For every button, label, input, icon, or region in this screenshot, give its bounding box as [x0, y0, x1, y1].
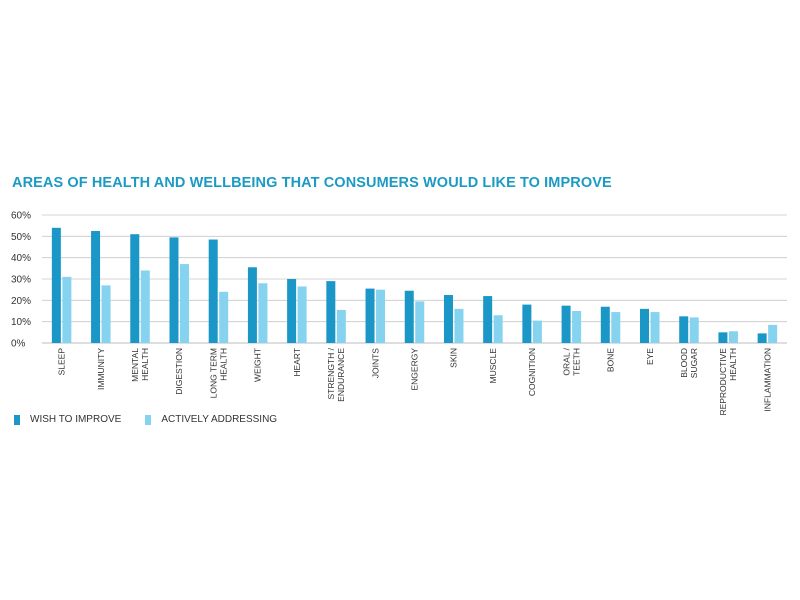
legend-item-wish: WISH TO IMPROVE: [14, 414, 121, 425]
x-category-label: REPRODUCTIVE: [718, 348, 728, 416]
bar-actively-addressing: [101, 285, 111, 343]
bar-wish-to-improve: [522, 304, 532, 343]
bar-wish-to-improve: [718, 332, 728, 343]
y-tick-label: 60%: [11, 211, 31, 222]
x-category-label: BLOOD: [679, 348, 689, 378]
bar-actively-addressing: [728, 331, 738, 343]
x-category-label: HEART: [292, 348, 302, 377]
x-category-label: WEIGHT: [253, 348, 263, 382]
x-category-label: INFLAMMATION: [762, 348, 772, 412]
bar-actively-addressing: [376, 289, 386, 343]
x-category-label: MUSCLE: [488, 348, 498, 384]
bar-actively-addressing: [454, 308, 464, 343]
bar-wish-to-improve: [600, 306, 610, 343]
x-category-label: IMMUNITY: [96, 348, 106, 390]
x-category-label: SKIN: [449, 348, 459, 368]
y-tick-label: 40%: [11, 253, 31, 264]
bar-actively-addressing: [219, 291, 229, 343]
bar-actively-addressing: [179, 264, 189, 343]
bar-wish-to-improve: [679, 316, 689, 343]
bar-actively-addressing: [258, 283, 268, 343]
x-category-label: SUGAR: [689, 348, 699, 378]
legend-swatch-active: [145, 414, 152, 425]
x-category-label: ENGERGY: [410, 348, 420, 391]
x-category-label: SLEEP: [57, 348, 67, 376]
bar-wish-to-improve: [169, 237, 179, 343]
chart-title: AREAS OF HEALTH AND WELLBEING THAT CONSU…: [12, 175, 612, 191]
bar-actively-addressing: [297, 286, 307, 343]
bar-wish-to-improve: [640, 308, 650, 343]
y-tick-label: 10%: [11, 317, 31, 328]
x-category-label: TEETH: [571, 348, 581, 376]
x-category-label: ENDURANCE: [336, 348, 346, 402]
legend-label-active: ACTIVELY ADDRESSING: [161, 414, 278, 425]
bar-actively-addressing: [336, 309, 346, 343]
x-category-label: DIGESTION: [174, 348, 184, 395]
bar-wish-to-improve: [51, 227, 61, 343]
bar-wish-to-improve: [443, 295, 453, 343]
x-category-label: LONG TERM: [208, 348, 218, 398]
y-tick-label: 30%: [11, 275, 31, 286]
y-tick-label: 0%: [11, 339, 26, 350]
bar-wish-to-improve: [365, 288, 375, 343]
bar-actively-addressing: [611, 312, 621, 343]
bar-wish-to-improve: [91, 231, 101, 343]
legend: WISH TO IMPROVE ACTIVELY ADDRESSING: [14, 414, 277, 425]
x-category-label: STRENGTH /: [326, 347, 336, 399]
bar-actively-addressing: [415, 301, 425, 343]
bar-actively-addressing: [689, 317, 699, 343]
bar-actively-addressing: [768, 324, 778, 343]
x-category-label: MENTAL: [130, 348, 140, 382]
bar-wish-to-improve: [130, 234, 140, 343]
legend-item-active: ACTIVELY ADDRESSING: [145, 414, 277, 425]
bar-wish-to-improve: [757, 333, 767, 343]
y-tick-label: 50%: [11, 232, 31, 243]
x-category-label: ORAL /: [561, 347, 571, 375]
bar-wish-to-improve: [404, 290, 414, 343]
bar-actively-addressing: [650, 312, 660, 343]
x-category-label: HEALTH: [218, 348, 228, 381]
bar-actively-addressing: [572, 311, 582, 343]
bar-wish-to-improve: [326, 281, 336, 343]
x-category-label: COGNITION: [527, 348, 537, 396]
x-category-label: JOINTS: [370, 348, 380, 379]
bar-actively-addressing: [532, 320, 542, 343]
bar-actively-addressing: [140, 270, 150, 343]
bar-wish-to-improve: [247, 267, 257, 343]
legend-swatch-wish: [14, 414, 20, 425]
x-category-label: HEALTH: [140, 348, 150, 381]
legend-label-wish: WISH TO IMPROVE: [30, 414, 122, 425]
x-category-label: HEALTH: [728, 348, 738, 381]
bar-actively-addressing: [62, 276, 72, 343]
x-category-label: BONE: [606, 348, 616, 372]
bar-wish-to-improve: [208, 239, 218, 343]
bar-wish-to-improve: [483, 296, 493, 343]
bar-wish-to-improve: [287, 279, 297, 343]
bar-wish-to-improve: [561, 305, 571, 343]
bar-actively-addressing: [493, 315, 503, 343]
x-category-label: EYE: [645, 348, 655, 365]
y-tick-label: 20%: [11, 296, 31, 307]
